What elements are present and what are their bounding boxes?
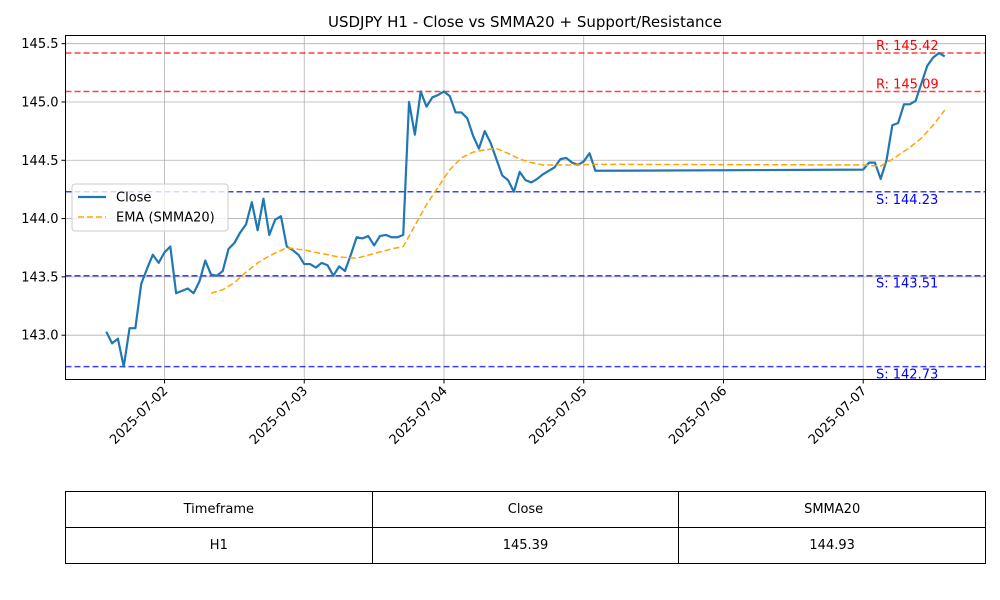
- y-tick-label: 145.5: [21, 37, 58, 52]
- plot-area-frame: [65, 35, 986, 380]
- x-tick-label: 2025-07-02: [107, 384, 171, 448]
- chart-title: USDJPY H1 - Close vs SMMA20 + Support/Re…: [328, 13, 722, 31]
- legend-box: [71, 183, 229, 232]
- legend-smma-label: EMA (SMMA20): [116, 211, 215, 226]
- smma20-series-line: [210, 109, 946, 294]
- table-row: H1 145.39 144.93: [65, 527, 986, 564]
- x-tick-label: 2025-07-03: [247, 384, 311, 448]
- y-tick-label: 143.5: [21, 270, 58, 285]
- legend-close-label: Close: [116, 191, 151, 206]
- close-series-line: [105, 51, 946, 368]
- support-label: S: 142.73: [876, 368, 938, 383]
- y-tick-label: 144.5: [21, 154, 58, 169]
- legend: Close EMA (SMMA20): [71, 183, 229, 232]
- resistance-label: R: 145.42: [876, 39, 939, 54]
- y-tick-label: 143.0: [21, 329, 58, 344]
- summary-table: Timeframe Close SMMA20 H1 145.39 144.93: [65, 491, 986, 564]
- support-label: S: 143.51: [876, 277, 938, 292]
- table-header-cell: SMMA20: [678, 491, 986, 528]
- y-tick-label: 144.0: [21, 212, 58, 227]
- x-tick-label: 2025-07-06: [666, 384, 730, 448]
- x-tick-label: 2025-07-05: [527, 384, 591, 448]
- table-cell: H1: [65, 527, 373, 564]
- table-header-cell: Timeframe: [65, 491, 373, 528]
- table-cell: 145.39: [371, 527, 680, 564]
- x-tick-label: 2025-07-04: [387, 384, 451, 448]
- support-label: S: 144.23: [876, 193, 938, 208]
- table-cell: 144.93: [678, 527, 986, 564]
- table-header-cell: Close: [371, 491, 680, 528]
- y-tick-label: 145.0: [21, 95, 58, 110]
- x-tick-label: 2025-07-07: [806, 384, 870, 448]
- resistance-label: R: 145.09: [876, 77, 939, 92]
- table-header-row: Timeframe Close SMMA20: [65, 491, 986, 528]
